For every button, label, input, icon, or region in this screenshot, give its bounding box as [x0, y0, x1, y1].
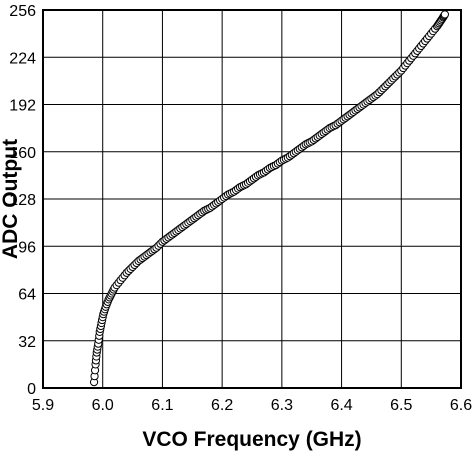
x-axis-title: VCO Frequency (GHz)	[142, 428, 361, 451]
data-points	[89, 10, 449, 387]
x-tick-label: 5.9	[32, 397, 54, 414]
x-tick-label: 6.5	[390, 397, 412, 414]
y-tick-label: 64	[18, 287, 36, 304]
y-tick-label: 128	[9, 192, 36, 209]
x-tick-label: 6.6	[450, 397, 472, 414]
y-tick-label: 32	[18, 334, 36, 351]
x-tick-label: 6.2	[211, 397, 233, 414]
x-tick-label: 6.4	[330, 397, 352, 414]
x-tick-label: 6.1	[151, 397, 173, 414]
y-tick-label: 256	[9, 3, 36, 20]
y-tick-labels: 0 32 64 96 128 160 192 224 256	[9, 3, 36, 398]
y-tick-label: 192	[9, 98, 36, 115]
y-tick-label: 224	[9, 50, 36, 67]
data-point	[440, 10, 449, 19]
x-tick-labels: 5.9 6.0 6.1 6.2 6.3 6.4 6.5 6.6	[32, 397, 472, 414]
x-tick-label: 6.0	[92, 397, 114, 414]
x-tick-label: 6.3	[271, 397, 293, 414]
y-axis-title: ADC Output	[0, 139, 22, 259]
y-tick-label: 96	[18, 239, 36, 256]
plot-frame	[42, 9, 462, 389]
y-tick-label: 160	[9, 145, 36, 162]
y-tick-label: 0	[27, 381, 36, 398]
